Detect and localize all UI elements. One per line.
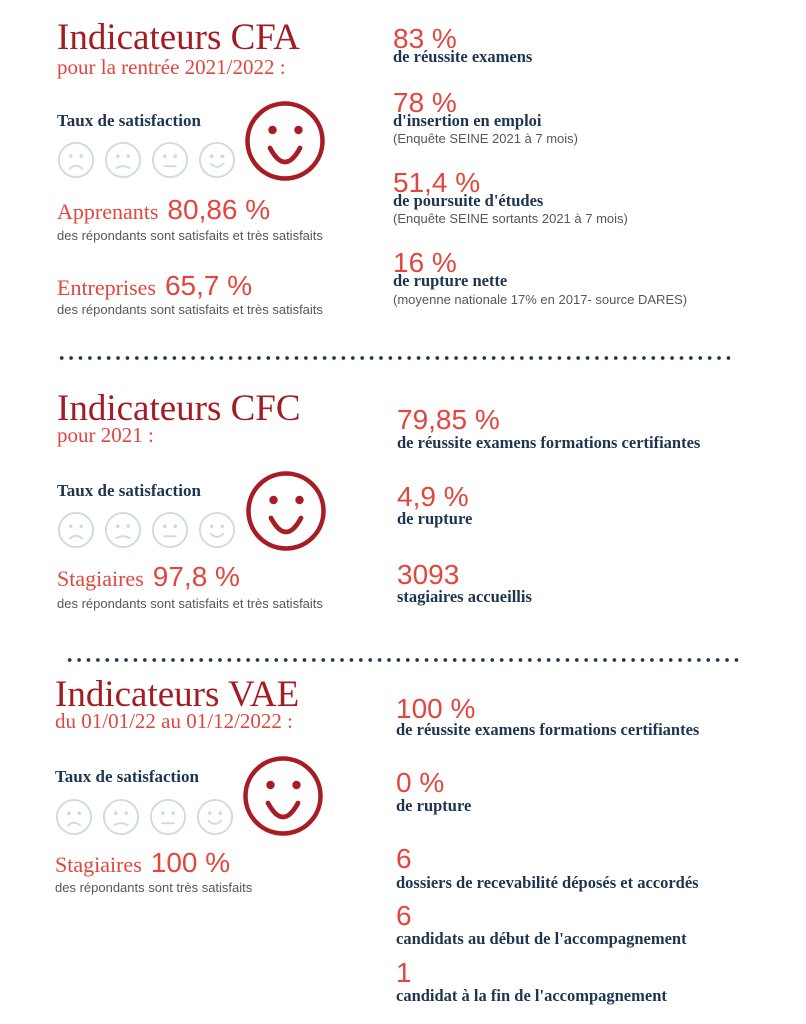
neutral-face-icon <box>151 511 189 549</box>
indicator-source: (Enquête SEINE sortants 2021 à 7 mois) <box>393 211 628 226</box>
satisfaction-result-stagiaires: Stagiaires 100 % <box>55 849 230 877</box>
satisfaction-rate: 100 % <box>150 847 231 878</box>
satisfaction-rate: 97,8 % <box>152 561 240 592</box>
indicator-label: candidat à la fin de l'accompagnement <box>396 986 667 1005</box>
indicator-label: candidats au début de l'accompagnement <box>396 929 687 948</box>
satisfaction-note: des répondants sont satisfaits et très s… <box>57 302 323 317</box>
indicator-label: de rupture nette <box>393 271 508 290</box>
indicator-label: de réussite examens formations certifian… <box>397 433 701 452</box>
neutral-face-icon <box>151 141 189 179</box>
indicator-value: 78 % <box>393 87 457 118</box>
satisfaction-result-entreprises: Entreprises 65,7 % <box>57 272 252 300</box>
vae-indicators-column: 100 % de réussite examens formations cer… <box>396 670 796 1024</box>
indicator-value: 16 % <box>393 247 457 278</box>
satisfaction-scale <box>55 798 234 836</box>
section-cfa: Indicateurs CFA pour la rentrée 2021/202… <box>0 0 806 330</box>
indicator-value: 83 % <box>393 23 457 54</box>
section-title: Indicateurs CFA <box>57 17 300 58</box>
satisfaction-heading: Taux de satisfaction <box>57 111 201 130</box>
satisfaction-rate: 65,7 % <box>164 270 253 301</box>
satisfied-face-icon <box>198 511 236 549</box>
indicator-label: de rupture <box>397 509 473 528</box>
satisfaction-heading: Taux de satisfaction <box>55 767 199 786</box>
vae-satisfaction-column: Indicateurs VAE du 01/01/22 au 01/12/202… <box>55 670 375 1024</box>
dissatisfied-face-icon <box>104 511 142 549</box>
very-satisfied-face-icon <box>245 470 327 552</box>
satisfaction-result-stagiaires: Stagiaires 97,8 % <box>57 563 240 591</box>
cfa-indicators-column: 83 % de réussite examens 78 % d'insertio… <box>393 0 793 330</box>
indicator-label: de réussite examens formations certifian… <box>396 720 700 739</box>
satisfaction-note: des répondants sont satisfaits et très s… <box>57 228 323 243</box>
satisfaction-result-apprenants: Apprenants 80,86 % <box>57 196 270 224</box>
section-period: pour 2021 : <box>57 423 154 447</box>
indicator-value: 1 <box>396 957 412 988</box>
indicator-value: 100 % <box>396 693 476 724</box>
very-dissatisfied-face-icon <box>57 511 95 549</box>
section-vae: Indicateurs VAE du 01/01/22 au 01/12/202… <box>0 670 806 1024</box>
very-satisfied-face-icon <box>242 755 324 837</box>
dissatisfied-face-icon <box>102 798 140 836</box>
satisfaction-note: des répondants sont très satisfaits <box>55 880 253 895</box>
respondent-group: Apprenants <box>57 199 159 224</box>
section-divider <box>65 658 743 662</box>
satisfied-face-icon <box>198 141 236 179</box>
dissatisfied-face-icon <box>104 141 142 179</box>
section-period: pour la rentrée 2021/2022 : <box>57 55 286 79</box>
indicator-value: 6 <box>396 843 412 874</box>
indicator-label: d'insertion en emploi <box>393 111 542 130</box>
section-divider <box>57 356 735 360</box>
satisfaction-heading: Taux de satisfaction <box>57 481 201 500</box>
cfc-indicators-column: 79,85 % de réussite examens formations c… <box>397 380 797 630</box>
satisfaction-note: des répondants sont satisfaits et très s… <box>57 596 323 611</box>
very-dissatisfied-face-icon <box>55 798 93 836</box>
section-title: Indicateurs CFC <box>57 388 301 429</box>
indicator-source: (Enquête SEINE 2021 à 7 mois) <box>393 131 578 146</box>
indicator-value: 3093 <box>397 559 460 590</box>
cfa-satisfaction-column: Indicateurs CFA pour la rentrée 2021/202… <box>57 0 377 330</box>
satisfied-face-icon <box>196 798 234 836</box>
indicator-label: stagiaires accueillis <box>397 587 532 606</box>
cfc-satisfaction-column: Indicateurs CFC pour 2021 : Taux de sati… <box>57 380 377 630</box>
indicator-label: de réussite examens <box>393 47 533 66</box>
satisfaction-rate: 80,86 % <box>167 194 271 225</box>
neutral-face-icon <box>149 798 187 836</box>
indicator-value: 79,85 % <box>397 404 500 435</box>
section-title: Indicateurs VAE <box>55 674 300 715</box>
very-satisfied-face-icon <box>244 100 326 182</box>
very-dissatisfied-face-icon <box>57 141 95 179</box>
respondent-group: Stagiaires <box>55 852 142 877</box>
section-cfc: Indicateurs CFC pour 2021 : Taux de sati… <box>0 380 806 630</box>
respondent-group: Entreprises <box>57 275 156 300</box>
satisfaction-scale <box>57 141 236 179</box>
indicator-label: de poursuite d'études <box>393 191 544 210</box>
indicator-label: dossiers de recevabilité déposés et acco… <box>396 873 699 892</box>
respondent-group: Stagiaires <box>57 566 144 591</box>
indicator-label: de rupture <box>396 796 472 815</box>
satisfaction-scale <box>57 511 236 549</box>
indicator-source: (moyenne nationale 17% en 2017- source D… <box>393 292 688 307</box>
indicator-value: 0 % <box>396 767 445 798</box>
indicator-value: 51,4 % <box>393 167 481 198</box>
section-period: du 01/01/22 au 01/12/2022 : <box>55 709 293 733</box>
indicator-value: 6 <box>396 900 412 931</box>
indicator-value: 4,9 % <box>397 481 469 512</box>
